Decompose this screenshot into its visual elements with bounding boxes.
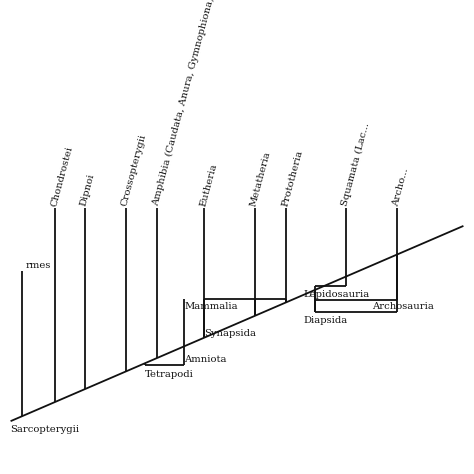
Text: Diapsida: Diapsida (303, 316, 347, 325)
Text: Amniota: Amniota (184, 355, 227, 364)
Text: Squamata (Lac...: Squamata (Lac... (341, 122, 372, 207)
Text: Archo...: Archo... (392, 167, 410, 207)
Text: Amphibia (Caudata, Anura, Gymnophiona): Amphibia (Caudata, Anura, Gymnophiona) (151, 0, 216, 207)
Text: Synapsida: Synapsida (204, 328, 256, 337)
Text: Crossopterygii: Crossopterygii (120, 133, 148, 207)
Text: Mammalia: Mammalia (184, 302, 238, 311)
Text: Tetrapodi: Tetrapodi (145, 370, 194, 379)
Text: Prototheria: Prototheria (280, 148, 304, 207)
Text: Archosauria: Archosauria (372, 302, 434, 311)
Text: Chondrostei: Chondrostei (50, 145, 75, 207)
Text: rmes: rmes (26, 261, 51, 270)
Text: Sarcopterygii: Sarcopterygii (10, 425, 80, 434)
Text: Metatheria: Metatheria (249, 150, 273, 207)
Text: Lepidosauria: Lepidosauria (303, 290, 370, 299)
Text: Dipnoi: Dipnoi (79, 173, 97, 207)
Text: Eutheria: Eutheria (198, 162, 219, 207)
